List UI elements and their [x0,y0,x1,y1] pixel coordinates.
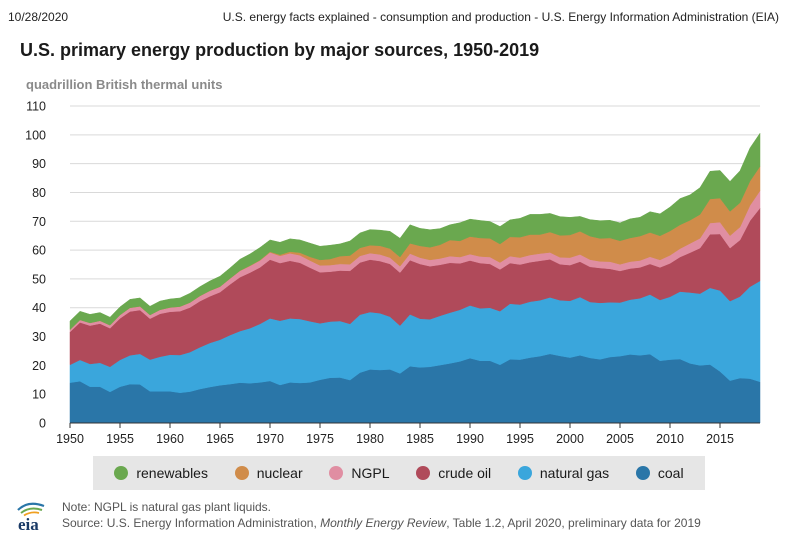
logo-text: eia [18,515,39,532]
axes: 0 10 20 30 40 50 60 70 80 90 100 110 1950 1955 1960 196… [25,100,760,446]
legend-item-coal: coal [635,465,684,481]
x-tick-label: 1995 [506,432,534,446]
legend-item-natural-gas: natural gas [517,465,610,481]
legend-swatch [114,466,129,480]
x-tick-label: 2010 [656,432,684,446]
eia-logo: eia [17,502,45,532]
area-renewables [69,132,761,331]
x-tick-label: 2000 [556,432,584,446]
y-tick-label: 20 [32,359,46,373]
y-tick-label: 80 [32,186,46,200]
y-tick-label: 60 [32,244,46,258]
legend-swatch [329,466,344,480]
y-tick-label: 30 [32,330,46,344]
y-tick-label: 70 [32,215,46,229]
x-tick-label: 1985 [406,432,434,446]
legend-swatch [635,466,650,480]
legend-item-crude-oil: crude oil [416,465,491,481]
page-source-header: U.S. energy facts explained - consumptio… [222,10,779,24]
chart-title: U.S. primary energy production by major … [20,40,540,60]
note-text: Note: NGPL is natural gas plant liquids. [62,500,271,514]
x-tick-label: 1970 [256,432,284,446]
x-tick-label: 1990 [456,432,484,446]
legend-swatch [234,466,249,480]
x-tick-label: 1955 [106,432,134,446]
x-tick-label: 2015 [706,432,734,446]
legend-label: crude oil [438,465,492,481]
legend-item-ngpl: NGPL [329,465,389,481]
y-tick-label: 50 [32,272,46,286]
legend-label: renewables [136,465,208,481]
legend-swatch [416,466,431,480]
legend-label: coal [657,465,684,481]
source-text: Source: U.S. Energy Information Administ… [62,516,701,530]
x-tick-label: 1960 [156,432,184,446]
legend-item-renewables: renewables [114,465,208,481]
y-tick-label: 10 [32,388,46,402]
legend-label: natural gas [539,465,610,481]
x-tick-label: 1965 [206,432,234,446]
y-tick-label: 40 [32,301,46,315]
legend: renewables nuclear NGPL crude oil natural ga… [93,456,705,490]
x-tick-label: 1950 [56,432,84,446]
report-date: 10/28/2020 [8,10,69,24]
y-tick-label: 0 [39,417,46,431]
x-tick-label: 1980 [356,432,384,446]
legend-label: NGPL [351,465,390,481]
footnote: Note: NGPL is natural gas plant liquids.… [62,499,701,531]
x-tick-label: 2005 [606,432,634,446]
y-tick-label: 100 [25,128,46,142]
y-tick-label: 90 [32,157,46,171]
y-axis-units-label: quadrillion British thermal units [26,77,223,92]
legend-label: nuclear [256,465,303,481]
legend-swatch [517,466,532,480]
series-areas [69,132,761,424]
legend-item-nuclear: nuclear [234,465,303,481]
y-tick-label: 110 [26,100,46,114]
x-tick-label: 1975 [306,432,334,446]
